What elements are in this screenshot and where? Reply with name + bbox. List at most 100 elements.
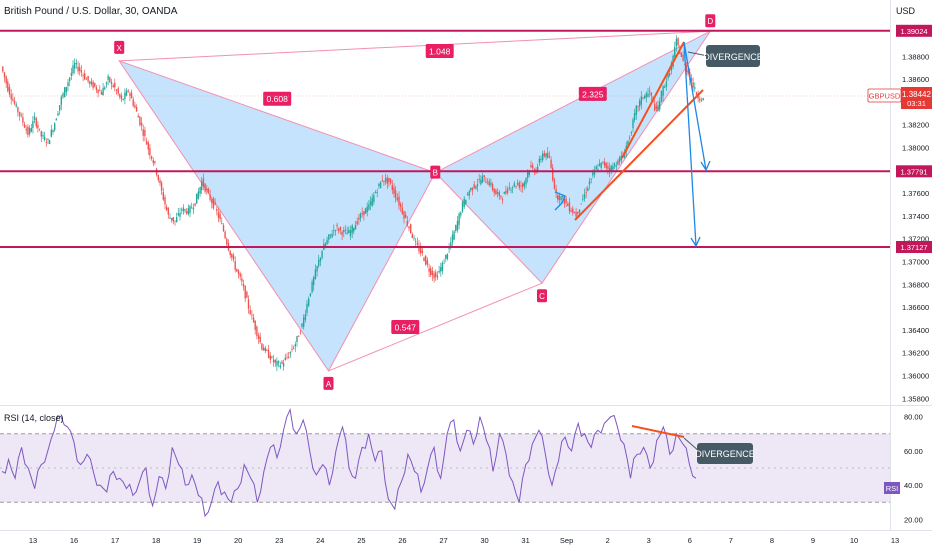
candle-body [664,87,666,88]
candle-body [160,182,163,191]
candle-body [140,122,143,126]
candle-body [214,202,216,205]
candle-body [490,182,492,185]
candle-body [620,155,622,161]
candle-body [525,178,527,185]
candle-body [341,231,343,236]
candle-body [598,163,601,166]
candle-body [577,211,579,214]
candle-body [446,254,449,259]
candle-body [8,87,11,95]
candle-body [510,189,512,191]
current-price-badge[interactable]: GBPUSD 1.38442 03:31 [0,87,932,109]
candle-body [164,197,166,205]
rsi-badge: RSI [884,482,900,494]
candle-body [232,255,235,260]
candle-body [476,184,479,187]
candle-body [411,234,413,238]
candle-body [57,113,59,116]
candle-body [657,105,659,112]
time-tick-label: Sep [560,536,573,545]
price-pane[interactable] [0,0,890,405]
pattern-triangle-xab[interactable] [117,59,437,372]
point-label-d: D [707,17,713,26]
candle-body [104,87,106,90]
candle-body [191,207,193,209]
candle-body [92,82,94,88]
candle-body [356,221,358,225]
candle-body [565,198,567,203]
candle-body [165,206,168,210]
candle-body [207,188,210,193]
candle-body [137,115,139,118]
candle-body [394,190,397,199]
candle-body [217,211,220,218]
candle-body [553,179,556,189]
price-tick-label: 1.35800 [902,394,929,403]
candle-body [209,194,211,200]
candle-body [399,204,402,208]
candle-body [269,355,271,360]
candle-body [415,241,417,243]
divergence-callout-price[interactable]: DIVERGENCE [687,45,763,67]
candle-body [303,317,305,327]
candle-body [361,212,363,215]
candle-body [35,118,37,127]
price-tick-label: 1.37600 [902,189,929,198]
candle-body [102,87,104,96]
candle-body [329,234,332,236]
candle-body [401,207,403,214]
candle-body [500,195,502,197]
target-arrow-2[interactable] [683,41,697,247]
candle-body [62,93,64,97]
candle-body [242,283,245,287]
point-label-box [537,289,547,303]
candle-body [430,268,432,275]
candle-body [343,230,345,233]
candle-body [613,163,616,167]
candle-body [690,78,693,82]
candle-body [251,314,253,316]
candle-body [122,99,124,100]
current-price-box [901,87,932,109]
candle-body [644,95,646,99]
candle-body [550,159,552,168]
candle-body [276,361,278,366]
symbol-label: GBPUSD [869,92,901,101]
level-badge-box [896,165,932,178]
candle-body [660,91,663,102]
candle-body [575,212,577,217]
rising-trendline[interactable] [621,41,685,159]
candle-body [610,165,612,171]
price-axis-ticks: 1.38800 1.38600 1.38200 1.38000 1.37600 1.374… [902,52,929,403]
price-tick-label: 1.36400 [902,326,929,335]
candle-body [618,157,621,162]
candle-body [97,89,99,94]
divergence-callout-rsi[interactable]: DIVERGENCE [683,437,755,464]
candle-body [142,129,144,136]
candle-body [405,214,407,218]
candle-body [552,167,554,180]
candle-body [262,347,265,351]
candle-body [27,126,29,135]
small-blue-marker [554,191,566,211]
point-label-box [705,14,716,28]
candle-body [416,243,419,245]
candle-body [40,131,42,137]
time-tick-label: 2 [606,536,610,545]
candle-body [145,141,148,145]
candle-body [349,230,352,237]
candle-body [241,278,243,282]
target-arrow-1[interactable] [683,41,707,171]
candle-body [282,363,285,367]
rsi-divergence-line[interactable] [631,425,685,438]
candle-body [216,209,218,211]
time-tick-label: 9 [811,536,815,545]
candle-body [685,65,688,72]
candle-body [441,262,444,271]
candle-body [82,75,84,77]
candle-body [162,192,164,200]
time-tick-label: 8 [770,536,774,545]
candle-body [389,178,392,184]
support-trendline[interactable] [574,89,704,221]
